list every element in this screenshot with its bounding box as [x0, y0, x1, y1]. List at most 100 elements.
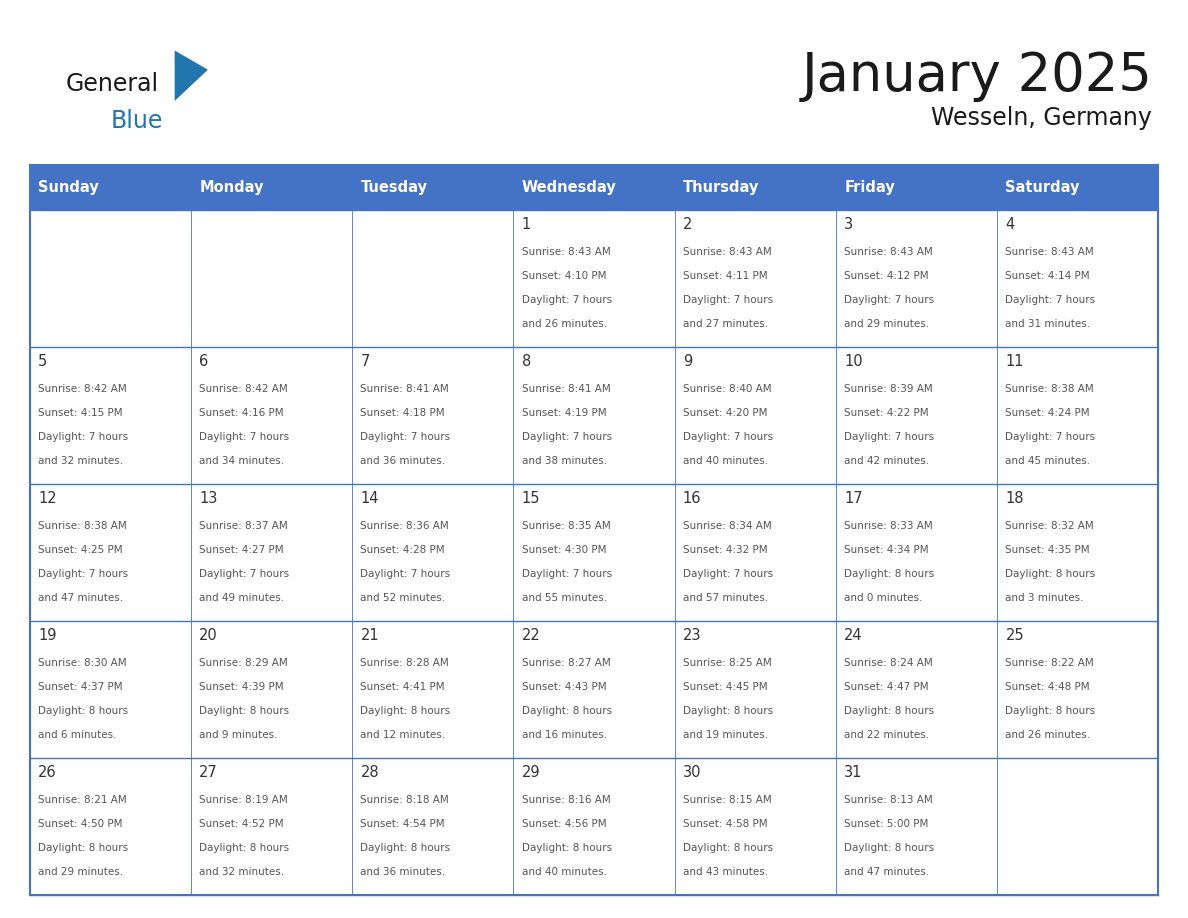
Text: Sunrise: 8:16 AM: Sunrise: 8:16 AM [522, 795, 611, 805]
Bar [675, 347, 836, 485]
Text: Sunrise: 8:43 AM: Sunrise: 8:43 AM [845, 247, 933, 257]
Text: Sunset: 4:11 PM: Sunset: 4:11 PM [683, 271, 767, 281]
Text: Daylight: 8 hours: Daylight: 8 hours [200, 843, 290, 853]
Text: Daylight: 7 hours: Daylight: 7 hours [38, 569, 128, 578]
Text: Sunrise: 8:42 AM: Sunrise: 8:42 AM [200, 384, 287, 394]
Bar [352, 165, 513, 210]
Bar [191, 210, 352, 347]
Text: Daylight: 8 hours: Daylight: 8 hours [845, 706, 934, 716]
Text: 26: 26 [38, 765, 57, 779]
Text: 23: 23 [683, 628, 701, 643]
Text: Sunset: 4:45 PM: Sunset: 4:45 PM [683, 682, 767, 692]
Text: Sunrise: 8:33 AM: Sunrise: 8:33 AM [845, 521, 933, 531]
Bar [997, 621, 1158, 758]
Bar [675, 758, 836, 895]
Text: Sunset: 4:52 PM: Sunset: 4:52 PM [200, 819, 284, 829]
Text: Sunset: 4:14 PM: Sunset: 4:14 PM [1005, 271, 1091, 281]
Bar [191, 758, 352, 895]
Bar [997, 165, 1158, 210]
Text: Wednesday: Wednesday [522, 180, 617, 196]
Text: Sunrise: 8:38 AM: Sunrise: 8:38 AM [38, 521, 127, 531]
Text: Sunrise: 8:27 AM: Sunrise: 8:27 AM [522, 658, 611, 667]
Text: and 40 minutes.: and 40 minutes. [522, 867, 607, 877]
Text: Sunrise: 8:19 AM: Sunrise: 8:19 AM [200, 795, 287, 805]
Text: and 52 minutes.: and 52 minutes. [360, 593, 446, 603]
Text: and 36 minutes.: and 36 minutes. [360, 867, 446, 877]
Bar [352, 621, 513, 758]
Text: 11: 11 [1005, 353, 1024, 369]
Text: Sunrise: 8:18 AM: Sunrise: 8:18 AM [360, 795, 449, 805]
Text: Sunrise: 8:43 AM: Sunrise: 8:43 AM [1005, 247, 1094, 257]
Text: Daylight: 8 hours: Daylight: 8 hours [360, 843, 450, 853]
Bar [513, 347, 675, 485]
Bar [30, 758, 191, 895]
Text: Sunset: 4:24 PM: Sunset: 4:24 PM [1005, 408, 1091, 418]
Text: Sunset: 4:18 PM: Sunset: 4:18 PM [360, 408, 446, 418]
Text: Sunrise: 8:36 AM: Sunrise: 8:36 AM [360, 521, 449, 531]
Text: and 38 minutes.: and 38 minutes. [522, 456, 607, 465]
Text: and 9 minutes.: and 9 minutes. [200, 730, 278, 740]
Text: and 49 minutes.: and 49 minutes. [200, 593, 284, 603]
Text: 8: 8 [522, 353, 531, 369]
Text: Sunrise: 8:41 AM: Sunrise: 8:41 AM [522, 384, 611, 394]
Text: Daylight: 7 hours: Daylight: 7 hours [845, 431, 934, 442]
Text: Daylight: 7 hours: Daylight: 7 hours [683, 431, 773, 442]
Text: 20: 20 [200, 628, 217, 643]
Text: and 29 minutes.: and 29 minutes. [845, 319, 929, 329]
Text: Sunset: 4:43 PM: Sunset: 4:43 PM [522, 682, 606, 692]
Text: 17: 17 [845, 491, 862, 506]
Text: Daylight: 7 hours: Daylight: 7 hours [360, 431, 450, 442]
Text: 1: 1 [522, 217, 531, 232]
Text: and 32 minutes.: and 32 minutes. [200, 867, 284, 877]
Text: Daylight: 7 hours: Daylight: 7 hours [38, 431, 128, 442]
Text: and 47 minutes.: and 47 minutes. [38, 593, 124, 603]
Text: Daylight: 8 hours: Daylight: 8 hours [683, 843, 773, 853]
Polygon shape [175, 50, 208, 101]
Text: 31: 31 [845, 765, 862, 779]
Text: 28: 28 [360, 765, 379, 779]
Bar [513, 758, 675, 895]
Bar [30, 485, 191, 621]
Text: Sunset: 4:20 PM: Sunset: 4:20 PM [683, 408, 767, 418]
Text: 10: 10 [845, 353, 862, 369]
Text: Sunrise: 8:30 AM: Sunrise: 8:30 AM [38, 658, 127, 667]
Bar [513, 165, 675, 210]
Text: Friday: Friday [845, 180, 895, 196]
Text: Sunset: 4:25 PM: Sunset: 4:25 PM [38, 544, 122, 554]
Text: Sunset: 4:22 PM: Sunset: 4:22 PM [845, 408, 929, 418]
Bar [675, 210, 836, 347]
Text: 7: 7 [360, 353, 369, 369]
Text: Sunset: 4:54 PM: Sunset: 4:54 PM [360, 819, 446, 829]
Text: Sunrise: 8:25 AM: Sunrise: 8:25 AM [683, 658, 772, 667]
Text: 14: 14 [360, 491, 379, 506]
Text: Daylight: 7 hours: Daylight: 7 hours [1005, 431, 1095, 442]
Text: 9: 9 [683, 353, 693, 369]
Text: and 6 minutes.: and 6 minutes. [38, 730, 116, 740]
Text: Sunset: 4:34 PM: Sunset: 4:34 PM [845, 544, 929, 554]
Text: Sunset: 4:50 PM: Sunset: 4:50 PM [38, 819, 122, 829]
Text: and 3 minutes.: and 3 minutes. [1005, 593, 1083, 603]
Text: and 29 minutes.: and 29 minutes. [38, 867, 124, 877]
Text: and 27 minutes.: and 27 minutes. [683, 319, 769, 329]
Text: Sunset: 4:16 PM: Sunset: 4:16 PM [200, 408, 284, 418]
Text: Daylight: 8 hours: Daylight: 8 hours [845, 843, 934, 853]
Bar [352, 485, 513, 621]
Text: Daylight: 7 hours: Daylight: 7 hours [683, 295, 773, 305]
Text: Sunrise: 8:32 AM: Sunrise: 8:32 AM [1005, 521, 1094, 531]
Text: General: General [65, 73, 158, 96]
Text: Daylight: 8 hours: Daylight: 8 hours [522, 706, 612, 716]
Text: Sunset: 4:32 PM: Sunset: 4:32 PM [683, 544, 767, 554]
Text: Sunrise: 8:39 AM: Sunrise: 8:39 AM [845, 384, 933, 394]
Bar [836, 758, 997, 895]
Text: Sunset: 4:10 PM: Sunset: 4:10 PM [522, 271, 606, 281]
Text: Daylight: 8 hours: Daylight: 8 hours [38, 706, 128, 716]
Text: and 47 minutes.: and 47 minutes. [845, 867, 929, 877]
Text: Sunset: 5:00 PM: Sunset: 5:00 PM [845, 819, 929, 829]
Text: 27: 27 [200, 765, 217, 779]
Text: 6: 6 [200, 353, 209, 369]
Bar [997, 485, 1158, 621]
Text: Daylight: 7 hours: Daylight: 7 hours [360, 569, 450, 578]
Bar [997, 347, 1158, 485]
Text: 22: 22 [522, 628, 541, 643]
Bar [352, 210, 513, 347]
